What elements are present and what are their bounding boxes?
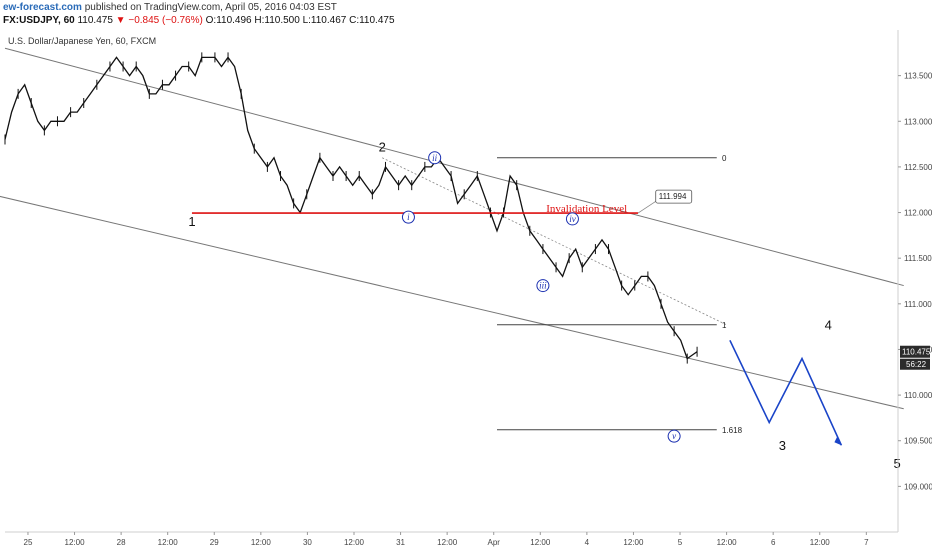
- time-tick-label: 31: [396, 538, 405, 547]
- change-value: ▼ −0.845 (−0.76%): [115, 15, 203, 26]
- time-tick-label: 12:00: [717, 538, 738, 547]
- publisher-name[interactable]: ew-forecast.com: [3, 2, 82, 13]
- price-tick-label: 112.500: [904, 163, 932, 172]
- published-text: published on TradingView.com, April 05, …: [84, 2, 337, 13]
- invalidation-value: 111.994: [659, 192, 687, 201]
- last-price: 110.475: [77, 15, 113, 26]
- time-tick-label: 12:00: [623, 538, 644, 547]
- circled-wave-marker: [565, 212, 579, 226]
- price-tick-label: 113.000: [904, 117, 932, 126]
- price-tick-label: 109.500: [904, 437, 932, 446]
- time-tick-label: 30: [303, 538, 312, 547]
- high-value: H:110.500: [254, 15, 300, 26]
- price-tick-label: 111.500: [904, 254, 932, 263]
- projection-arrowhead: [834, 436, 842, 446]
- time-tick-label: 29: [210, 538, 219, 547]
- wave-label: 2: [379, 139, 386, 154]
- time-tick-label: 12:00: [158, 538, 179, 547]
- invalidation-level: Invalidation Level 111.994: [191, 189, 693, 215]
- ohlc-line: FX:USDJPY, 60 110.475 ▼ −0.845 (−0.76%) …: [3, 15, 395, 26]
- last-price-badge: [900, 345, 930, 358]
- circled-wave-label: v: [672, 431, 676, 441]
- channel-lines: [0, 47, 904, 410]
- low-value: L:110.467: [302, 15, 347, 26]
- publisher-line: ew-forecast.com published on TradingView…: [3, 2, 337, 13]
- fib-label: 1.618: [722, 426, 743, 435]
- channel-lower-line: [0, 195, 904, 410]
- fib-label: 1: [722, 321, 727, 330]
- circled-wave-marker: [428, 151, 442, 165]
- wave-label: 3: [779, 438, 786, 453]
- price-tick-label: 109.000: [904, 482, 932, 491]
- circled-wave-marker: [667, 429, 681, 443]
- price-line: [4, 52, 698, 364]
- wave-label: 5: [894, 456, 901, 471]
- time-tick-label: 7: [864, 538, 869, 547]
- circled-wave-label: iv: [569, 214, 576, 224]
- price-tick-label: 110.000: [904, 391, 932, 400]
- time-tick-label: 12:00: [65, 538, 86, 547]
- trend-dotted-line: [382, 157, 727, 326]
- invalidation-callout-line: [637, 199, 658, 214]
- fib-levels: 0 1 1.618: [497, 154, 743, 435]
- open-value: O:110.496: [205, 15, 252, 26]
- time-tick-label: 12:00: [251, 538, 272, 547]
- time-tick-label: 12:00: [810, 538, 831, 547]
- circled-wave-marker: [401, 210, 415, 224]
- last-price-badge-label: 110.475: [902, 348, 931, 357]
- invalidation-label: Invalidation Level: [546, 203, 627, 215]
- time-tick-label: 4: [585, 538, 590, 547]
- countdown-label: 56:22: [906, 360, 927, 369]
- circled-wave-marker: [536, 279, 550, 293]
- time-tick-label: 5: [678, 538, 683, 547]
- countdown-badge: [900, 358, 930, 370]
- price-series: [4, 56, 698, 360]
- circled-wave-label: ii: [432, 153, 438, 163]
- projection-path: [729, 339, 843, 446]
- invalidation-value-box: [655, 189, 693, 204]
- time-tick-label: 12:00: [530, 538, 551, 547]
- wave-label: 4: [825, 317, 832, 332]
- channel-upper-line: [4, 47, 904, 287]
- time-tick-label: 25: [24, 538, 33, 547]
- circled-wave-label: iii: [539, 281, 547, 291]
- price-axis[interactable]: 113.500 113.000 112.500 112.000 111.500 111.0…: [897, 30, 932, 532]
- time-tick-label: 12:00: [437, 538, 458, 547]
- symbol-label[interactable]: FX:USDJPY, 60: [3, 15, 75, 26]
- time-tick-label: Apr: [487, 538, 500, 547]
- price-tick-label: 111.000: [904, 300, 932, 309]
- fib-label: 0: [722, 154, 727, 163]
- price-tick-label: 113.500: [904, 72, 932, 81]
- time-tick-label: 28: [117, 538, 126, 547]
- close-value: C:110.475: [349, 15, 395, 26]
- price-tick-label: 112.000: [904, 209, 932, 218]
- projection-zigzag: [729, 339, 843, 446]
- time-tick-label: 6: [771, 538, 776, 547]
- circled-wave-label: i: [407, 212, 410, 222]
- wave-label: 1: [188, 214, 195, 229]
- time-tick-label: 12:00: [344, 538, 365, 547]
- time-axis[interactable]: 25 12:00 28 12:00 29 12:00 30 12:00 31 12:00 Apr 12…: [5, 531, 898, 547]
- chart-title: U.S. Dollar/Japanese Yen, 60, FXCM: [8, 36, 156, 46]
